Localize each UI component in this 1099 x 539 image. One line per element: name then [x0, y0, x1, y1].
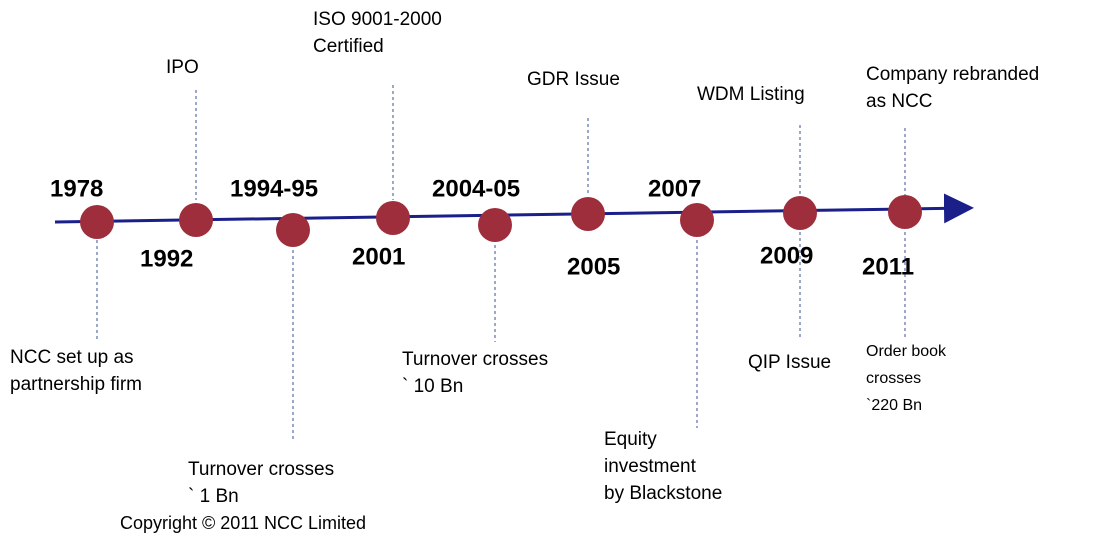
- milestone-dot: [571, 197, 605, 231]
- event-text: crosses: [866, 370, 921, 387]
- milestone-dot: [680, 203, 714, 237]
- year-label: 1994-95: [230, 175, 318, 202]
- milestone-dot: [276, 213, 310, 247]
- milestone-dot: [179, 203, 213, 237]
- year-label: 2007: [648, 175, 701, 202]
- event-text: as NCC: [866, 91, 933, 112]
- event-text: by Blackstone: [604, 483, 722, 504]
- milestone-dot: [783, 196, 817, 230]
- event-text: Turnover crosses: [402, 349, 548, 370]
- year-label: 2001: [352, 243, 405, 270]
- event-text: ` 10 Bn: [402, 376, 463, 397]
- copyright: Copyright © 2011 NCC Limited: [120, 513, 366, 533]
- milestone-dot: [478, 208, 512, 242]
- milestone-dot: [80, 205, 114, 239]
- event-text: Company rebranded: [866, 64, 1039, 85]
- event-text: QIP Issue: [748, 352, 831, 373]
- event-text: NCC set up as: [10, 347, 134, 368]
- event-text: Certified: [313, 36, 384, 57]
- year-label: 2005: [567, 253, 620, 280]
- year-label: 2009: [760, 242, 813, 269]
- event-text: IPO: [166, 57, 199, 78]
- event-text: Equity: [604, 429, 657, 450]
- year-label: 1992: [140, 245, 193, 272]
- event-text: Order book: [866, 343, 947, 360]
- milestone-dot: [888, 195, 922, 229]
- event-text: partnership firm: [10, 374, 142, 395]
- event-text: WDM Listing: [697, 84, 805, 105]
- event-text: GDR Issue: [527, 69, 620, 90]
- milestone-dot: [376, 201, 410, 235]
- year-label: 2011: [862, 253, 914, 280]
- event-text: ` 1 Bn: [188, 486, 239, 507]
- event-text: ISO 9001-2000: [313, 9, 442, 30]
- event-text: `220 Bn: [866, 397, 922, 414]
- event-text: Turnover crosses: [188, 459, 334, 480]
- event-text: investment: [604, 456, 697, 477]
- year-label: 2004-05: [432, 175, 520, 202]
- year-label: 1978: [50, 175, 103, 202]
